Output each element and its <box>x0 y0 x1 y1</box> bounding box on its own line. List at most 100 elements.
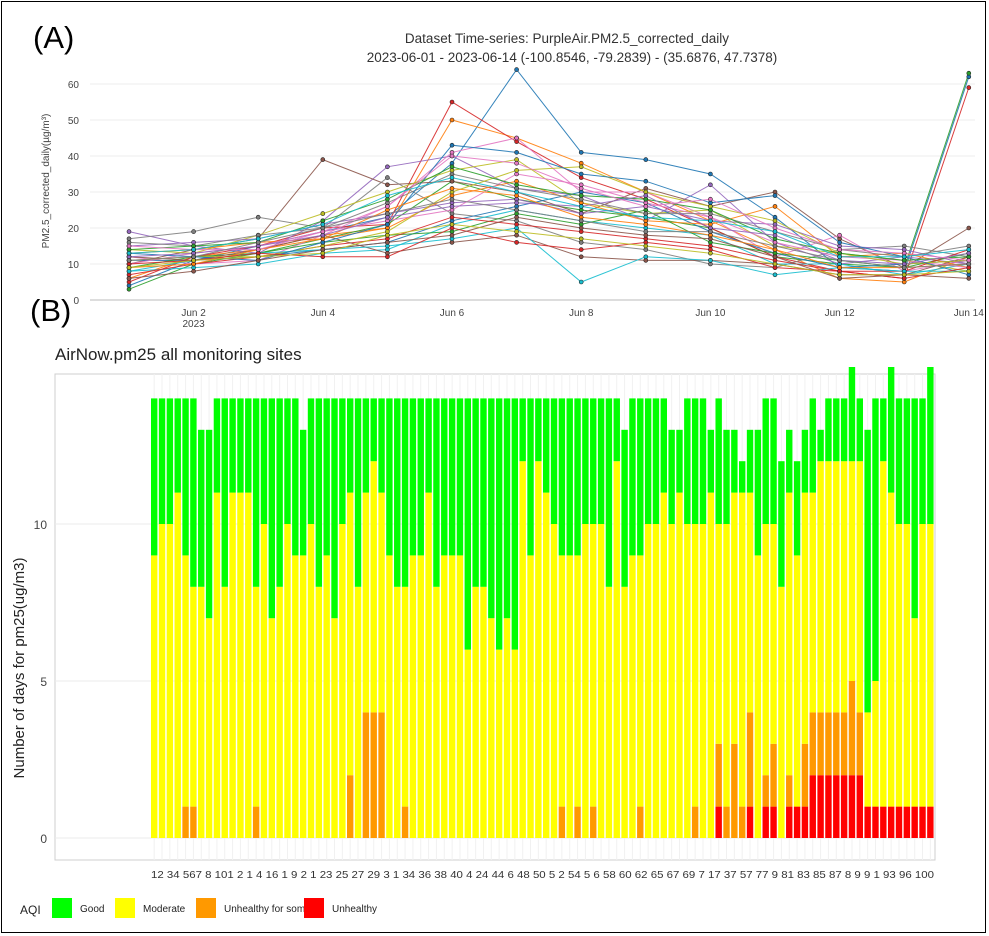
bar-moderate <box>519 461 526 838</box>
series-line <box>128 166 969 261</box>
bar-good <box>856 398 863 462</box>
bar-unhealthy <box>762 806 769 838</box>
bar-unhealthy-for-some <box>801 743 809 807</box>
series-line <box>128 223 969 276</box>
data-point <box>578 247 584 252</box>
data-point <box>514 168 519 173</box>
bar-moderate <box>676 492 683 838</box>
data-point <box>578 236 584 242</box>
bar-moderate <box>276 586 283 838</box>
bar-good <box>864 429 871 713</box>
bar-moderate <box>347 492 354 776</box>
bar-good <box>237 398 244 493</box>
bar-unhealthy-for-some <box>762 775 769 807</box>
bar-good <box>817 429 824 462</box>
bar-good <box>331 398 338 619</box>
data-point <box>514 214 519 220</box>
data-point <box>255 254 261 260</box>
stacked-bar-chart-airnow: AirNow.pm25 all monitoring sites 0 5 10 Nu… <box>11 345 936 918</box>
data-point <box>514 229 519 234</box>
legend-swatch <box>52 898 72 918</box>
bar-unhealthy <box>715 806 722 838</box>
series-line <box>128 177 969 258</box>
bar-good <box>386 398 393 556</box>
y-axis-ticks: 0 5 10 <box>34 518 48 846</box>
bar-moderate <box>182 555 189 807</box>
bar-good <box>339 398 346 524</box>
bar-moderate <box>394 586 401 838</box>
bar-good <box>276 398 283 587</box>
bar-moderate <box>472 586 479 838</box>
data-point <box>449 196 455 202</box>
series-line <box>128 198 969 269</box>
bar-moderate <box>252 586 260 807</box>
bar-good <box>660 398 667 493</box>
bar-unhealthy-for-some <box>833 712 840 776</box>
legend-label: Unhealthy for some <box>224 904 311 915</box>
bar-moderate <box>535 461 542 838</box>
data-point <box>385 182 390 188</box>
data-point <box>385 204 390 209</box>
bar-unhealthy-for-some <box>252 806 260 838</box>
data-point <box>708 182 713 188</box>
bar-unhealthy-for-some <box>558 806 566 838</box>
bar-moderate <box>927 524 934 807</box>
legend-swatch <box>196 898 216 918</box>
bar-moderate <box>637 555 644 807</box>
data-point <box>578 225 584 231</box>
bar-good <box>198 429 205 587</box>
series-line <box>128 166 969 265</box>
data-point <box>708 207 713 213</box>
bar-good <box>825 398 832 462</box>
bar-good <box>354 398 362 587</box>
data-point <box>514 182 519 188</box>
bar-unhealthy <box>872 806 879 838</box>
bar-good <box>590 398 597 524</box>
bar-moderate <box>715 524 722 744</box>
bar-good <box>566 398 573 556</box>
bar-moderate <box>825 461 832 713</box>
data-point <box>708 258 713 263</box>
data-point <box>255 247 261 252</box>
bar-unhealthy-for-some <box>731 743 738 838</box>
x-tick-label: Jun 2 <box>181 308 206 319</box>
bar-moderate <box>268 618 275 838</box>
bar-moderate <box>198 586 205 838</box>
bar-unhealthy-for-some <box>723 806 730 838</box>
bar-good <box>401 398 409 587</box>
bar-unhealthy <box>880 806 887 838</box>
bar-moderate <box>880 461 887 807</box>
data-point <box>514 189 519 195</box>
data-point <box>449 222 455 227</box>
bar-moderate <box>848 461 856 681</box>
bar-moderate <box>229 492 236 838</box>
data-point <box>320 211 326 216</box>
legend-label: Unhealthy <box>332 904 377 915</box>
chart-subtitle: 2023-06-01 - 2023-06-14 (-100.8546, -79.… <box>367 50 778 65</box>
data-point <box>837 254 842 260</box>
data-point <box>449 117 455 123</box>
bar-moderate <box>911 618 918 807</box>
bar-unhealthy-for-some <box>848 681 856 776</box>
axis-ticks: 0 10 20 30 40 50 60 Jun 2 Jun 4 Jun 6 Jun 8 Jun 10 J… <box>68 80 984 330</box>
bar-good <box>268 398 275 619</box>
bar-unhealthy-for-some <box>856 712 863 776</box>
bar-good <box>370 398 377 462</box>
bar-good <box>833 398 840 462</box>
bar-unhealthy <box>809 775 816 838</box>
bar-unhealthy-for-some <box>715 743 722 807</box>
data-point <box>837 247 842 252</box>
bar-good <box>731 429 738 493</box>
bar-unhealthy <box>864 806 871 838</box>
bar-good <box>417 398 424 556</box>
data-point <box>578 279 584 285</box>
bar-good <box>441 398 448 556</box>
bar-good <box>229 398 236 493</box>
bar-moderate <box>480 586 487 838</box>
bar-moderate <box>856 461 863 713</box>
data-point <box>643 243 649 249</box>
bar-unhealthy-for-some <box>770 743 777 807</box>
bar-moderate <box>433 586 440 838</box>
bar-good <box>927 367 934 524</box>
